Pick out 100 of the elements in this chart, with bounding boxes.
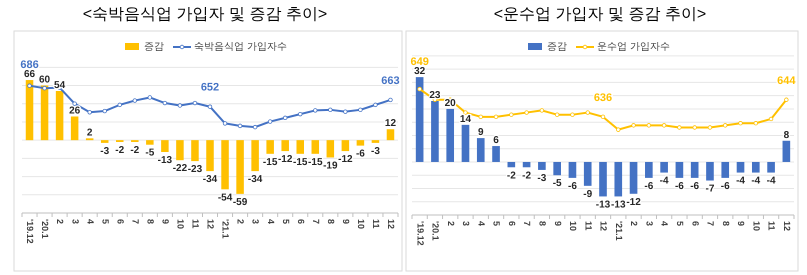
x-tick-label: 12 [206,219,216,230]
bar [221,140,229,190]
data-label: -15 [262,156,278,168]
point [72,101,77,106]
x-tick-label: 2 [629,221,640,226]
data-label: 14 [460,114,472,125]
x-tick-label: '20.1 [40,219,50,239]
chart-title: <숙박음식업 가입자 및 증감 추이> [82,6,328,23]
point [208,104,212,109]
bar [630,162,638,194]
point [586,110,590,115]
bar [446,108,454,162]
point [708,125,712,130]
point [87,110,92,114]
x-tick-label: 8 [145,219,156,224]
point [343,109,348,114]
x-tick-label: 4 [266,219,276,224]
bar [553,162,561,176]
x-tick-label: 3 [461,221,472,226]
point [222,121,228,126]
bar [281,140,289,152]
point [192,100,198,106]
point [524,110,529,115]
point [358,108,363,112]
data-label: -2 [522,170,532,182]
bar [660,162,668,173]
x-tick-label: 7 [522,221,532,226]
point [27,84,32,88]
data-label: 6 [493,135,500,146]
bar [206,140,214,172]
point [178,103,182,108]
x-tick-label: 5 [675,221,686,226]
data-label: -2 [130,144,140,156]
data-label: 2 [86,127,93,138]
x-tick-label: 8 [720,221,731,226]
x-tick-label: 4 [476,221,486,226]
point [252,124,258,130]
point [754,121,758,126]
bar [296,140,304,154]
x-tick-label: 10 [568,221,578,232]
x-tick-label: 12 [598,221,609,232]
point [313,108,318,113]
chart-title: <운수업 가입자 및 증감 추이> [494,6,706,23]
bar [191,140,199,162]
x-tick-label: 8 [538,221,548,226]
x-tick-label: 11 [190,219,201,229]
point [417,86,422,92]
bar [476,138,485,162]
bar [56,90,64,140]
x-tick-label: 10 [176,219,186,230]
data-label: -15 [308,156,323,168]
point [509,112,514,117]
data-label: -34 [202,174,218,186]
x-tick-label: 4 [85,219,96,224]
data-label: -3 [537,172,547,184]
data-label: -3 [370,146,380,157]
data-label: -6 [674,180,684,192]
data-label: 32 [414,66,426,78]
data-label: -13 [596,199,611,210]
data-label: -5 [552,178,562,190]
bar [431,100,439,162]
x-tick-label: '19.12 [25,219,36,244]
x-tick-label: 7 [310,219,321,224]
x-tick-label: 9 [736,221,746,226]
x-tick-label: 6 [506,221,517,226]
point [298,112,302,116]
bar [736,162,744,173]
data-label: 636 [594,92,612,104]
bar [752,162,760,173]
point [388,98,393,102]
data-label: -34 [248,174,263,186]
bar [492,146,500,162]
bar [161,140,169,152]
bar [236,140,244,194]
x-tick-label: 11 [583,221,594,231]
legend-label: 운수업 가입자수 [597,42,670,53]
data-label: 644 [777,74,796,87]
data-label: -6 [690,180,700,192]
data-label: -6 [720,180,730,192]
data-label: -12 [338,154,354,166]
bar [342,140,350,152]
point [738,121,743,126]
data-label: -3 [100,146,110,157]
data-label: -4 [660,176,669,187]
x-tick-label: '20.1 [430,221,441,241]
bar [508,162,516,168]
point [102,108,107,114]
point [132,98,137,103]
data-label: -2 [506,170,516,182]
bar [522,162,530,168]
point [162,100,168,106]
point [768,116,774,122]
x-tick-label: 12 [386,219,396,230]
bar [462,124,470,162]
x-tick-label: 6 [115,219,126,224]
point [677,125,682,130]
bar [26,80,34,140]
x-tick-label: 5 [100,219,110,224]
data-label: -4 [736,176,746,187]
x-tick-label: 3 [70,219,80,224]
